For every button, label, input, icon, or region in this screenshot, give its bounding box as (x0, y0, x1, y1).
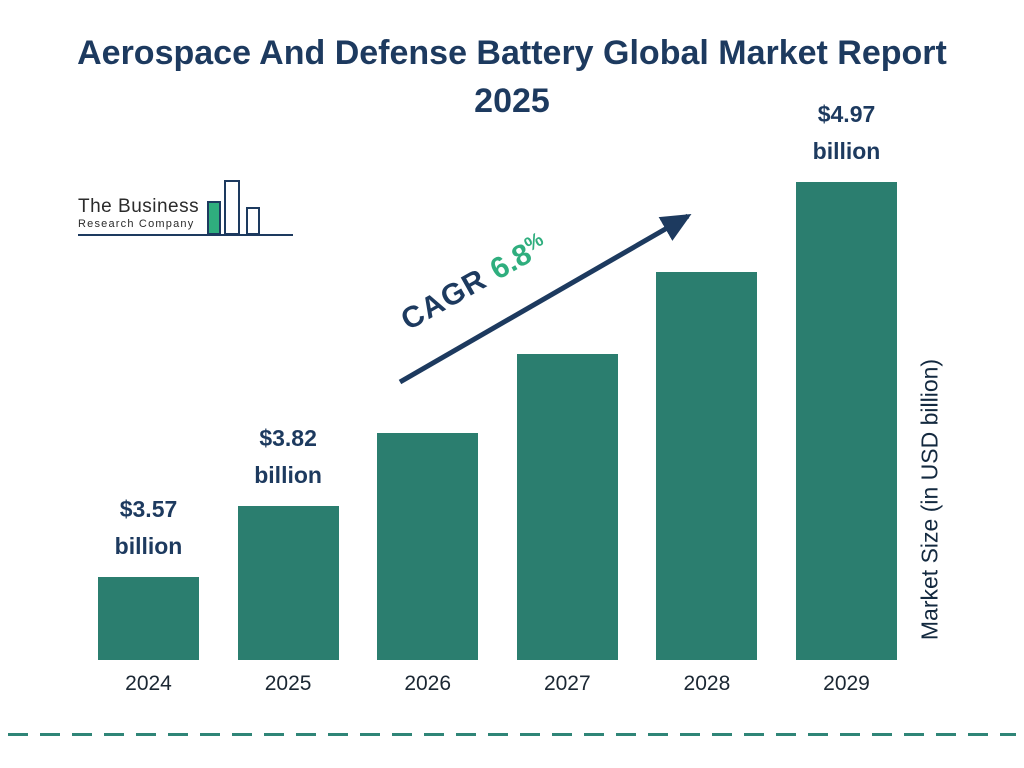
bar-2029 (796, 182, 897, 660)
logo-barchart-icon (207, 180, 261, 235)
bar-2025 (237, 506, 339, 660)
bar-2027 (516, 354, 618, 660)
logo-subname: Research Company (78, 218, 195, 230)
x-tick-2025: 2025 (264, 672, 312, 695)
bar-2024 (98, 577, 199, 660)
x-tick-2029: 2029 (823, 672, 870, 695)
bar-value-label-2029: $4.97 billion (812, 101, 881, 164)
x-tick-2028: 2028 (683, 672, 731, 695)
bar-2028 (656, 272, 758, 660)
x-tick-2024: 2024 (125, 672, 172, 695)
bar-value-label-2025: $3.82 billion (254, 425, 322, 488)
report-title: Aerospace And Defense Battery Global Mar… (77, 34, 947, 120)
y-axis-label: Market Size (in USD billion) (916, 358, 943, 641)
x-tick-2026: 2026 (404, 672, 452, 695)
bar-value-label-2024: $3.57 billion (114, 496, 183, 559)
x-tick-2027: 2027 (543, 672, 591, 695)
growth-arrow (398, 213, 692, 385)
company-logo: The Business Research Company (78, 178, 294, 236)
logo-name: The Business (78, 196, 200, 217)
bar-2026 (377, 433, 479, 660)
bottom-dashed-divider (8, 733, 1016, 736)
company-logo-text: The Business Research Company (78, 196, 205, 234)
